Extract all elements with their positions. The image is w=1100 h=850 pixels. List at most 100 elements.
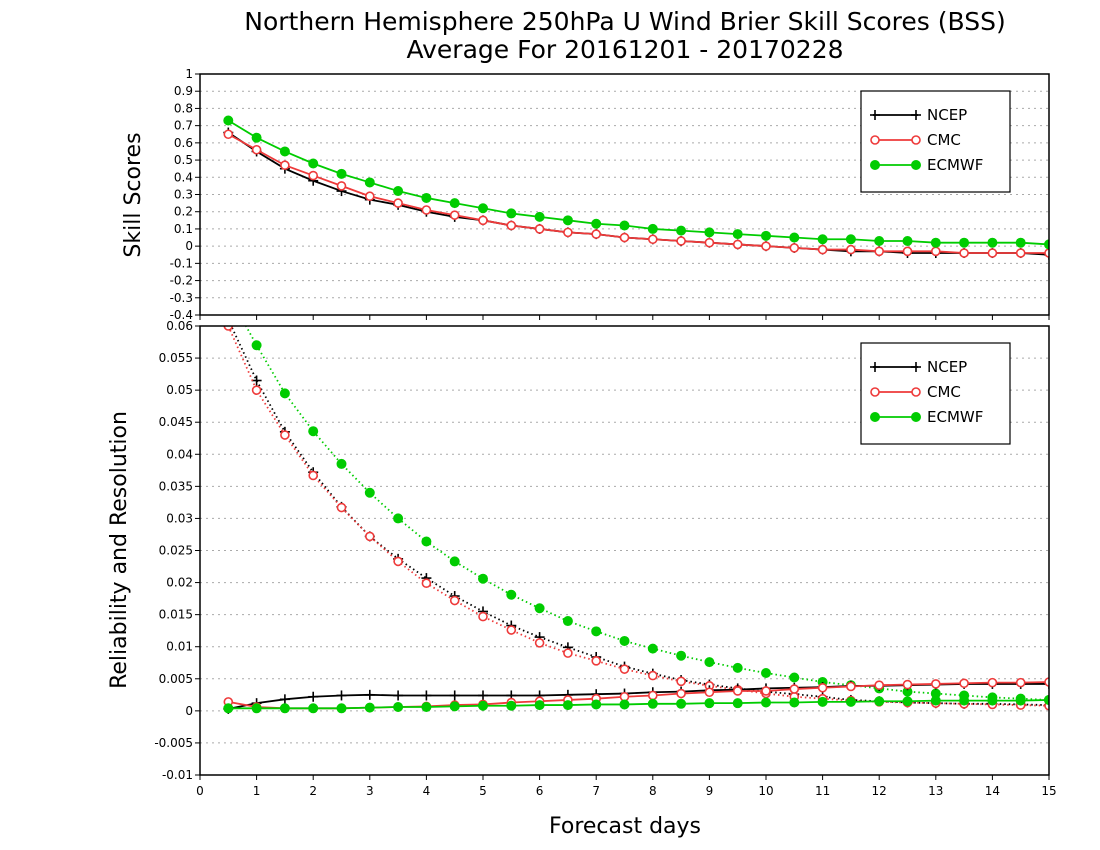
top-cmc-point — [364, 191, 375, 202]
bottom-ncep-dotted-line — [230, 326, 1049, 706]
x-tick-label: 15 — [1041, 784, 1056, 798]
top-cmc-point — [449, 210, 460, 220]
x-tick-label: 14 — [985, 784, 1000, 798]
top-y-tick-label: 1 — [185, 67, 193, 81]
top-cmc-point — [619, 232, 630, 243]
bottom-y-tick-label: 0.04 — [166, 447, 193, 461]
bottom-ecmwf-point — [562, 700, 573, 711]
bottom-ncep-point — [336, 690, 347, 701]
chart-title-line-2: Average For 20161201 - 20170228 — [406, 35, 843, 64]
x-tick-label: 6 — [536, 784, 544, 798]
top-cmc-point — [732, 239, 743, 250]
bottom-legend-marker-ecmwf — [911, 412, 921, 422]
bottom-ecmwf-solid-line — [228, 699, 1049, 710]
top-ecmwf-point — [336, 168, 347, 179]
x-tick-label: 1 — [253, 784, 261, 798]
bottom-ecmwf-point — [336, 458, 347, 469]
top-legend-marker-cmc — [870, 135, 880, 145]
bottom-cmc-point — [902, 679, 913, 690]
bottom-ecmwf-point — [506, 700, 517, 711]
bottom-y-tick-label: 0.035 — [159, 479, 193, 493]
bottom-ncep-point — [364, 689, 375, 700]
top-cmc-point — [647, 234, 658, 245]
bottom-ecmwf-point — [959, 695, 970, 706]
top-ecmwf-point — [393, 186, 404, 197]
top-cmc-point — [563, 227, 573, 238]
top-ecmwf-point — [789, 232, 800, 243]
bottom-ecmwf-point — [308, 426, 319, 437]
bottom-ecmwf-point — [676, 650, 687, 661]
top-y-tick-label: -0.1 — [170, 256, 193, 270]
bottom-cmc-point — [393, 556, 403, 567]
top-plot-frame — [199, 73, 1050, 316]
bottom-ecmwf-point — [251, 340, 262, 351]
bottom-ncep-point — [421, 690, 432, 701]
bottom-ncep-point — [308, 691, 319, 702]
bottom-ecmwf-point — [902, 696, 913, 707]
bottom-ecmwf-point — [279, 388, 290, 399]
bottom-ncep-point — [223, 315, 233, 325]
bottom-y-tick-label: 0.01 — [166, 640, 193, 654]
top-cmc-point — [959, 248, 969, 258]
bottom-cmc-point — [676, 688, 686, 699]
x-axis-label: Forecast days — [549, 814, 701, 839]
bottom-ecmwf-point — [506, 589, 517, 600]
bottom-legend: NCEP CMC ECMWF — [860, 342, 1011, 445]
bottom-ecmwf-point — [279, 703, 290, 714]
reliability-resolution-panel: -0.01 -0.005 0 0.005 0.01 0.015 0.02 0.025 0.03 0… — [154, 289, 1056, 798]
bottom-cmc-dotted-line — [227, 326, 1049, 707]
bottom-cmc-point — [506, 625, 517, 635]
bottom-cmc-point — [563, 648, 573, 658]
top-y-tick-label: 0.9 — [174, 84, 193, 98]
top-ecmwf-point — [817, 234, 828, 245]
bottom-cmc-point — [280, 430, 290, 440]
top-ecmwf-point — [364, 177, 375, 188]
top-ecmwf-point — [732, 229, 743, 240]
top-cmc-point — [902, 246, 913, 257]
top-ecmwf-point — [647, 223, 658, 234]
top-cmc-point — [704, 237, 715, 248]
bottom-cmc-point — [336, 502, 347, 513]
top-y-tick-label: 0.2 — [174, 205, 193, 219]
bottom-cmc-point — [478, 611, 488, 622]
bottom-cmc-point — [421, 578, 432, 589]
bottom-ecmwf-dotted-line — [244, 326, 1049, 701]
bottom-cmc-point — [223, 326, 234, 331]
top-ecmwf-point — [591, 218, 602, 229]
top-ecmwf-point — [449, 198, 460, 209]
bottom-cmc-point — [789, 684, 800, 694]
top-cmc-point — [336, 181, 347, 191]
bottom-ecmwf-point — [676, 698, 687, 709]
bottom-legend-marker-ncep — [870, 362, 880, 372]
bottom-legend-label-cmc: CMC — [927, 383, 961, 401]
bottom-ecmwf-point — [534, 603, 545, 614]
top-cmc-point — [280, 160, 290, 171]
bottom-cmc-point — [817, 682, 828, 693]
bottom-legend-marker-cmc — [911, 387, 921, 397]
bottom-cmc-point — [874, 680, 885, 691]
bottom-ecmwf-point — [393, 513, 404, 524]
bottom-plot-frame — [199, 325, 1050, 776]
bottom-y-tick-label: 0.03 — [166, 511, 193, 525]
x-tick-label: 10 — [758, 784, 773, 798]
top-ecmwf-point — [562, 215, 573, 226]
bottom-ecmwf-point — [591, 626, 602, 637]
bottom-y-tick-label: 0.005 — [159, 672, 193, 686]
top-cmc-point — [506, 220, 517, 231]
bottom-legend-marker-ecmwf — [870, 412, 880, 422]
top-ecmwf-point — [761, 230, 771, 241]
bottom-ecmwf-point — [336, 703, 347, 714]
bottom-cmc-point — [676, 676, 686, 687]
bottom-ecmwf-point — [930, 695, 941, 706]
top-ecmwf-point — [223, 115, 234, 126]
bottom-legend-label-ecmwf: ECMWF — [927, 408, 983, 426]
top-y-tick-label: 0.5 — [174, 153, 193, 167]
bottom-cmc-point — [959, 678, 969, 689]
top-legend-marker-ncep — [870, 110, 880, 120]
top-cmc-point — [308, 170, 319, 181]
bottom-ecmwf-point — [562, 616, 573, 627]
bottom-ecmwf-point — [224, 289, 233, 298]
bottom-ncep-point — [393, 690, 404, 701]
bottom-ecmwf-point — [647, 698, 658, 709]
bottom-ecmwf-point — [223, 703, 234, 714]
